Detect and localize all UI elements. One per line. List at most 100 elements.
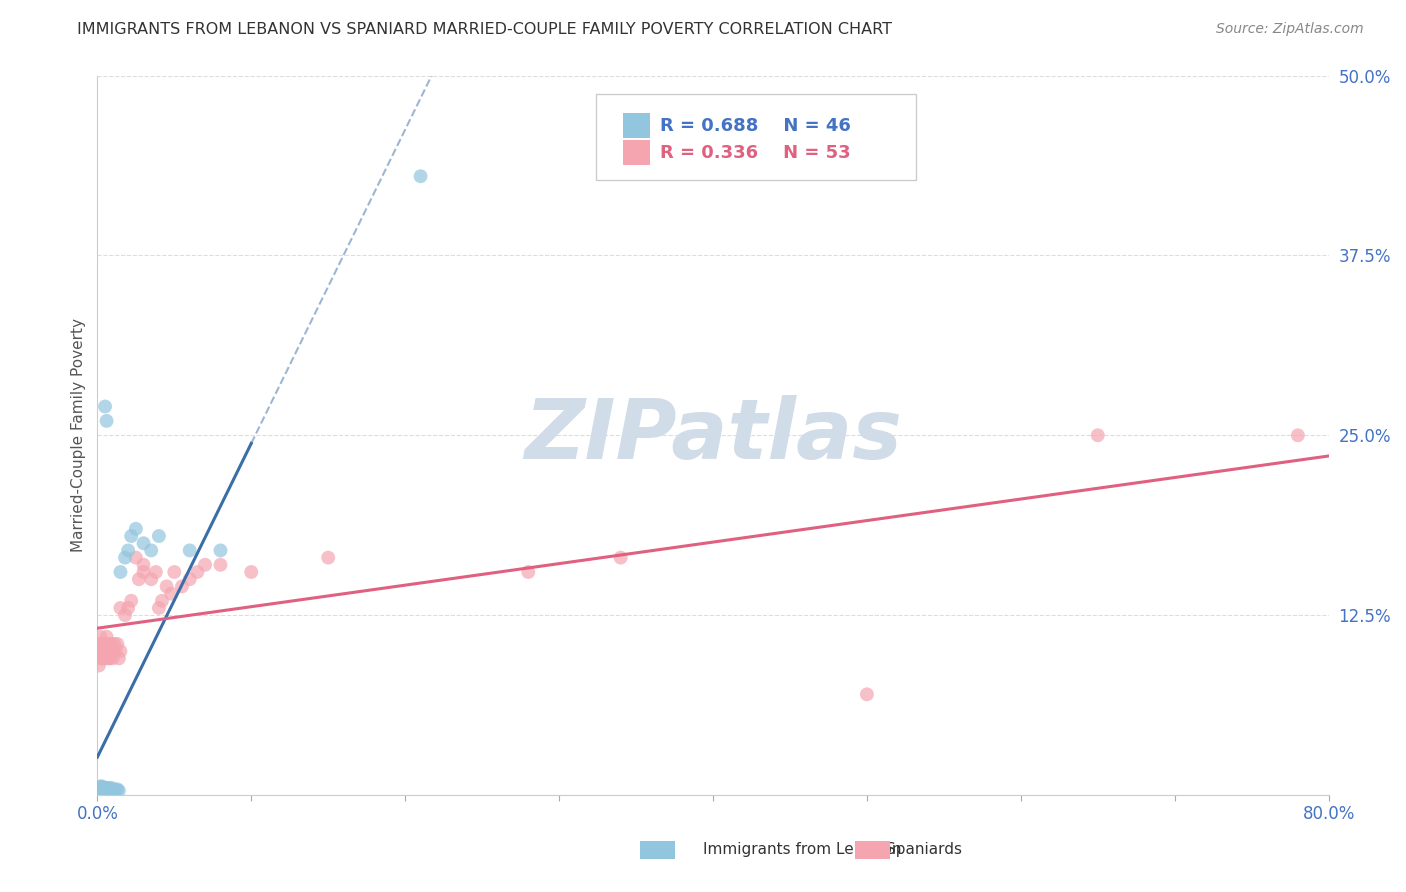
Point xyxy=(110,644,132,658)
Point xyxy=(179,543,201,558)
Point xyxy=(163,565,186,579)
Point xyxy=(87,783,110,797)
Point xyxy=(91,783,114,797)
Text: Immigrants from Lebanon: Immigrants from Lebanon xyxy=(703,842,901,856)
Point xyxy=(132,558,155,572)
Point xyxy=(98,651,121,665)
Point xyxy=(94,637,117,651)
Point xyxy=(89,630,111,644)
Point xyxy=(132,565,155,579)
Point xyxy=(240,565,263,579)
Point xyxy=(141,543,163,558)
Point xyxy=(856,687,879,701)
Point xyxy=(186,565,208,579)
Point xyxy=(100,782,122,797)
Point xyxy=(94,780,117,795)
Point xyxy=(145,565,167,579)
Point xyxy=(87,644,110,658)
Point xyxy=(125,522,148,536)
Point xyxy=(141,572,163,586)
Point xyxy=(105,782,128,797)
Point xyxy=(1087,428,1109,442)
Point xyxy=(96,644,118,658)
Point xyxy=(94,644,117,658)
Point xyxy=(94,782,117,797)
Y-axis label: Married-Couple Family Poverty: Married-Couple Family Poverty xyxy=(72,318,86,552)
Point xyxy=(128,572,150,586)
Point xyxy=(114,608,136,623)
Point xyxy=(96,780,118,795)
Point xyxy=(101,651,124,665)
Point xyxy=(517,565,540,579)
Point xyxy=(91,651,114,665)
Point xyxy=(209,543,232,558)
Point xyxy=(110,601,132,615)
Text: Source: ZipAtlas.com: Source: ZipAtlas.com xyxy=(1216,22,1364,37)
Point xyxy=(89,785,111,799)
Point xyxy=(170,579,193,593)
Point xyxy=(101,783,124,797)
Point xyxy=(316,550,339,565)
FancyBboxPatch shape xyxy=(623,140,650,165)
Point xyxy=(104,644,127,658)
Point xyxy=(98,782,121,797)
FancyBboxPatch shape xyxy=(623,113,650,138)
Point xyxy=(194,558,217,572)
Point xyxy=(93,644,115,658)
Point xyxy=(89,782,111,797)
Point xyxy=(108,783,131,797)
Text: IMMIGRANTS FROM LEBANON VS SPANIARD MARRIED-COUPLE FAMILY POVERTY CORRELATION CH: IMMIGRANTS FROM LEBANON VS SPANIARD MARR… xyxy=(77,22,893,37)
Point xyxy=(93,780,115,795)
Point xyxy=(120,529,142,543)
Point xyxy=(91,780,114,794)
Point xyxy=(96,782,118,797)
Point xyxy=(132,536,155,550)
Point xyxy=(114,550,136,565)
Point xyxy=(148,529,170,543)
Point xyxy=(108,651,131,665)
Point xyxy=(89,651,111,665)
Point xyxy=(117,601,139,615)
Point xyxy=(101,644,124,658)
Point xyxy=(409,169,432,184)
Point xyxy=(87,658,110,673)
Point xyxy=(98,783,121,797)
Point xyxy=(94,651,117,665)
Point xyxy=(97,651,120,665)
FancyBboxPatch shape xyxy=(596,94,917,180)
Point xyxy=(103,637,125,651)
Text: R = 0.688    N = 46: R = 0.688 N = 46 xyxy=(659,117,851,135)
Point xyxy=(93,782,115,797)
Point xyxy=(93,783,115,797)
Point xyxy=(97,637,120,651)
Point xyxy=(89,783,111,797)
Point xyxy=(609,550,631,565)
Point xyxy=(89,780,111,795)
Point xyxy=(96,414,118,428)
Point xyxy=(117,543,139,558)
Point xyxy=(97,780,120,795)
Point xyxy=(87,780,110,795)
Text: Spaniards: Spaniards xyxy=(886,842,962,856)
Point xyxy=(98,644,121,658)
Point xyxy=(94,783,117,797)
Point xyxy=(91,782,114,797)
Point xyxy=(94,400,117,414)
Point xyxy=(103,782,125,797)
Point xyxy=(91,637,114,651)
Point xyxy=(91,780,114,795)
Point xyxy=(179,572,201,586)
Point xyxy=(100,637,122,651)
Point xyxy=(104,783,127,797)
Point xyxy=(125,550,148,565)
Point xyxy=(105,637,128,651)
Point xyxy=(110,565,132,579)
Text: R = 0.336    N = 53: R = 0.336 N = 53 xyxy=(659,144,851,161)
Point xyxy=(100,780,122,795)
Point xyxy=(96,783,118,797)
Point xyxy=(96,630,118,644)
Point xyxy=(93,651,115,665)
Point xyxy=(97,782,120,797)
Point xyxy=(209,558,232,572)
Point xyxy=(150,594,173,608)
